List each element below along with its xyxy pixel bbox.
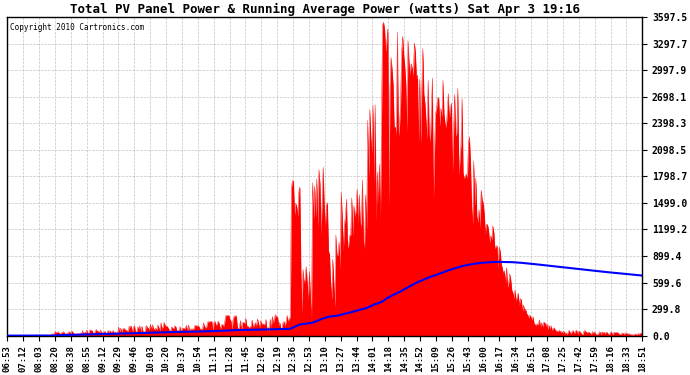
Title: Total PV Panel Power & Running Average Power (watts) Sat Apr 3 19:16: Total PV Panel Power & Running Average P…	[70, 3, 580, 16]
Text: Copyright 2010 Cartronics.com: Copyright 2010 Cartronics.com	[10, 23, 145, 32]
